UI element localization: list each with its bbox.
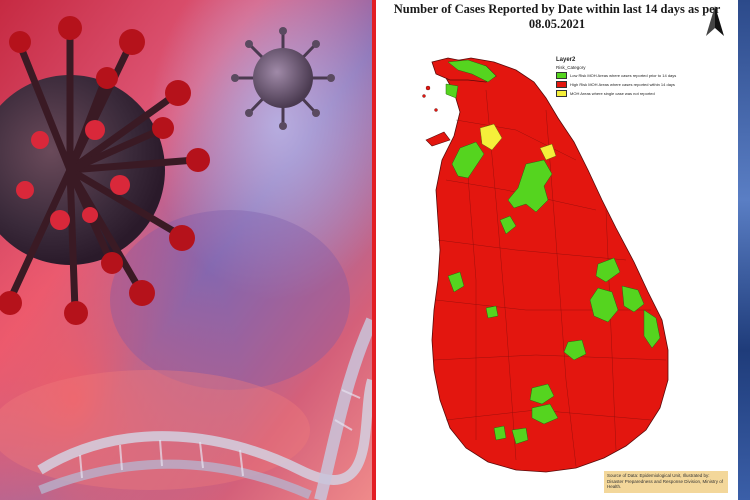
- panel-divider: [372, 0, 376, 500]
- map-title-line1: Number of Cases Reported by Date within …: [393, 2, 721, 16]
- legend-item-low-risk: Low Risk MOH Areas where cases reported …: [556, 72, 676, 79]
- legend-label-no-case: MOH Areas where single case was not repo…: [570, 91, 655, 96]
- legend-item-no-case: MOH Areas where single case was not repo…: [556, 90, 676, 97]
- map-title-line2: 08.05.2021: [528, 17, 586, 31]
- legend-label-high-risk: High Risk MOH Areas where cases reported…: [570, 82, 675, 87]
- data-source-note: Source of Data: Epidemiological Unit, Il…: [604, 471, 728, 493]
- large-virus-icon: [0, 16, 210, 325]
- legend-swatch-no-case: [556, 90, 567, 97]
- no-case-areas: [479, 123, 557, 161]
- legend-layer-title: Layer2: [556, 57, 576, 63]
- legend-swatch-high-risk: [556, 81, 567, 88]
- moh-boundaries: [433, 89, 667, 467]
- islets: [422, 85, 438, 112]
- island-high-risk-area: [431, 57, 669, 473]
- dna-strand-icon: [37, 317, 372, 500]
- map-legend: Layer2 Risk_Category Low Risk MOH Areas …: [556, 57, 676, 97]
- legend-label-low-risk: Low Risk MOH Areas where cases reported …: [570, 73, 677, 78]
- low-risk-areas: [445, 59, 661, 445]
- risk-map-panel: Number of Cases Reported by Date within …: [376, 0, 738, 500]
- sri-lanka-map: [422, 57, 669, 473]
- edge-image-strip: [738, 0, 750, 500]
- legend-field-name: Risk_Category: [556, 65, 586, 70]
- mannar-island: [425, 131, 451, 147]
- map-title: Number of Cases Reported by Date within …: [376, 2, 738, 32]
- legend-swatch-low-risk: [556, 72, 567, 79]
- north-arrow-icon: [706, 6, 724, 36]
- virus-illustration: [0, 0, 372, 500]
- small-virus-icon: [231, 27, 335, 130]
- virus-illustration-panel: [0, 0, 372, 500]
- legend-item-high-risk: High Risk MOH Areas where cases reported…: [556, 81, 676, 88]
